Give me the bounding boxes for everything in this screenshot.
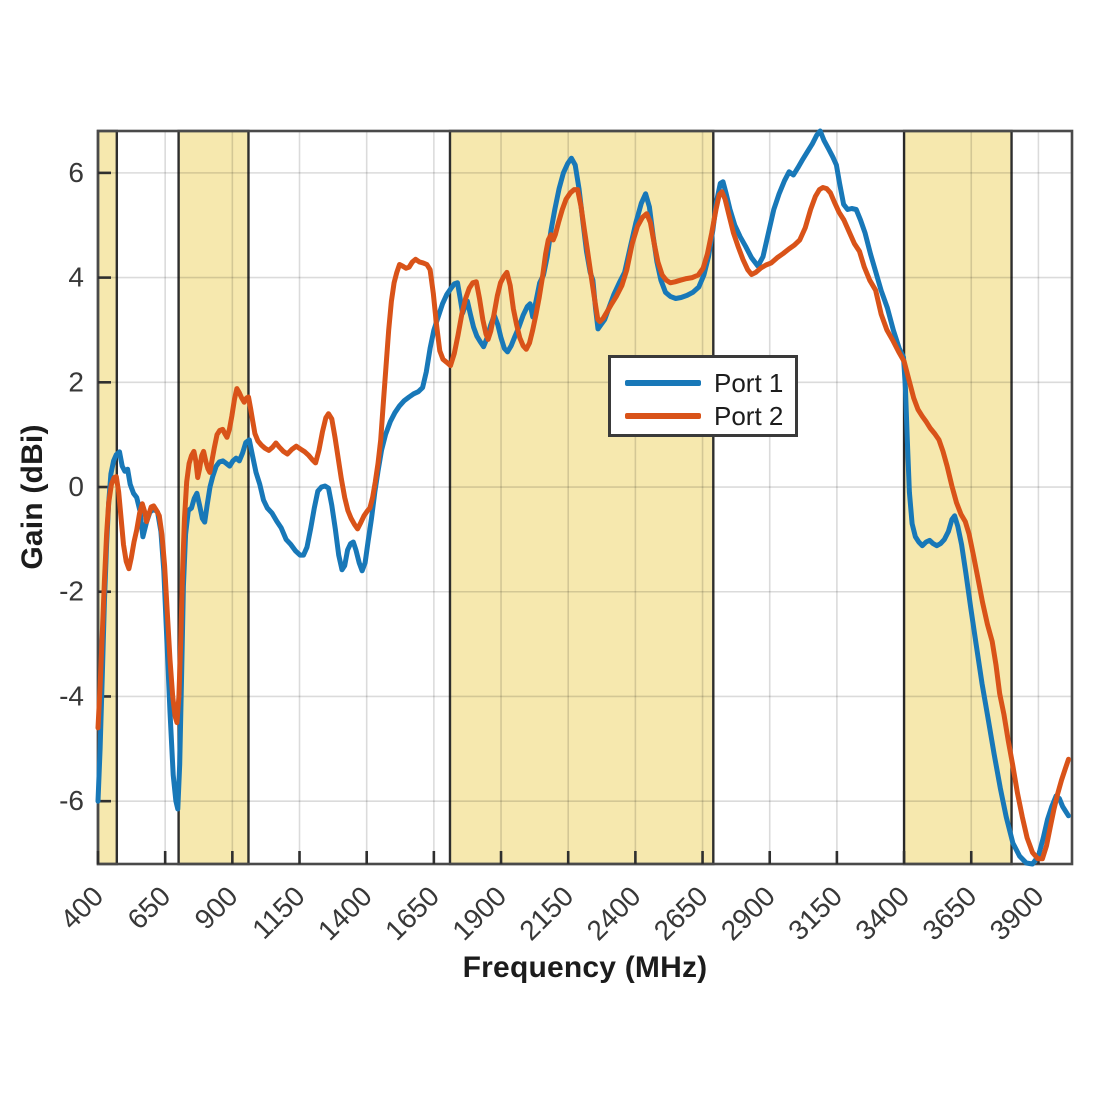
legend-item-port2: Port 2 (625, 399, 795, 432)
highlight-band (448, 129, 715, 866)
port1-line-swatch (625, 379, 701, 386)
x-tick-label: 400 (54, 880, 109, 935)
plot-frame (96, 129, 1074, 866)
x-tick-label: 1900 (446, 880, 512, 946)
y-tick-label: -6 (59, 785, 84, 816)
x-tick-label: 900 (189, 880, 244, 935)
series-line-port-2 (95, 185, 1071, 862)
x-tick-label: 2150 (513, 880, 579, 946)
x-tick-label: 3400 (849, 880, 915, 946)
y-tick-label: 0 (68, 471, 84, 502)
x-tick-label: 2900 (715, 880, 781, 946)
x-tick-label: 1650 (379, 880, 445, 946)
legend: Port 1 Port 2 (608, 355, 798, 437)
legend-item-port1: Port 1 (625, 366, 795, 399)
highlight-band (177, 129, 250, 866)
y-tick-label: 2 (68, 366, 84, 397)
x-tick-label: 2400 (581, 880, 647, 946)
port2-line-swatch (625, 412, 701, 419)
y-tick-label: 4 (68, 262, 84, 293)
x-axis-title: Frequency (MHz) (462, 951, 708, 984)
x-tick-label: 3650 (917, 880, 983, 946)
y-axis-title: Gain (dBi) (16, 424, 49, 570)
x-tick-label: 1400 (312, 880, 378, 946)
y-tick-label: 6 (68, 157, 84, 188)
x-tick-label: 3900 (984, 880, 1050, 946)
x-tick-label: 1150 (246, 880, 311, 945)
legend-label-port1: Port 1 (714, 367, 784, 398)
y-tick-label: -2 (59, 576, 84, 607)
x-tick-label: 3150 (782, 880, 848, 946)
legend-label-port2: Port 2 (714, 400, 784, 431)
x-tick-label: 2650 (648, 880, 714, 946)
y-tick-label: -4 (59, 680, 84, 711)
x-tick-label: 650 (121, 880, 176, 935)
